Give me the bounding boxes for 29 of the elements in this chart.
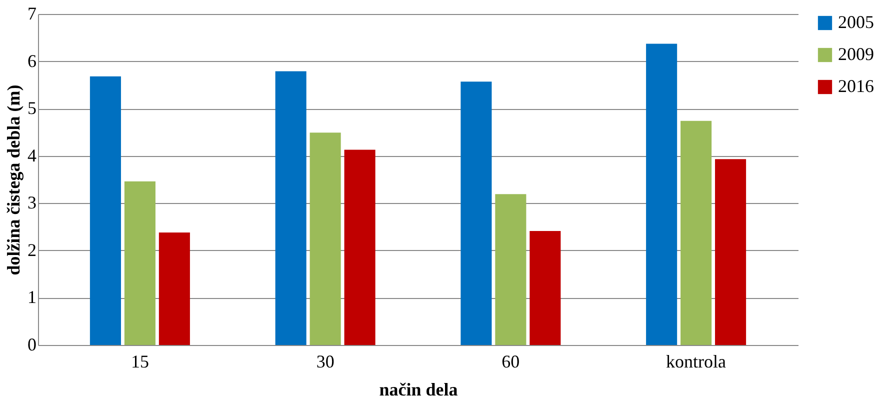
y-tick-label: 7 bbox=[28, 4, 36, 24]
bar bbox=[158, 232, 190, 345]
x-tick-label: 30 bbox=[316, 352, 334, 372]
bar bbox=[124, 181, 156, 345]
bar bbox=[680, 120, 712, 345]
y-tick-label: 6 bbox=[28, 50, 36, 71]
y-tick-label: 4 bbox=[28, 145, 36, 166]
bar bbox=[715, 159, 746, 345]
bar bbox=[90, 76, 121, 345]
legend-label: 2016 bbox=[838, 76, 874, 96]
y-tick-label: 0 bbox=[28, 334, 36, 354]
bar bbox=[344, 150, 376, 345]
y-axis-title: dolžina čistega debla (m) bbox=[4, 84, 24, 276]
bar bbox=[495, 194, 526, 345]
bar bbox=[530, 231, 561, 345]
y-tick-label: 2 bbox=[28, 240, 36, 260]
legend-label: 2005 bbox=[838, 12, 874, 32]
x-tick-label: 15 bbox=[130, 352, 149, 372]
x-axis-title: način dela bbox=[379, 380, 458, 400]
y-tick-label: 1 bbox=[28, 287, 36, 308]
x-tick-label: 60 bbox=[502, 352, 520, 372]
bar bbox=[310, 132, 341, 345]
bar bbox=[460, 82, 492, 345]
bar bbox=[275, 71, 306, 345]
x-tick-label: kontrola bbox=[666, 352, 726, 372]
y-tick-label: 5 bbox=[28, 98, 36, 118]
bar bbox=[646, 44, 678, 345]
y-tick-label: 3 bbox=[28, 192, 36, 213]
legend-label: 2009 bbox=[838, 44, 874, 64]
